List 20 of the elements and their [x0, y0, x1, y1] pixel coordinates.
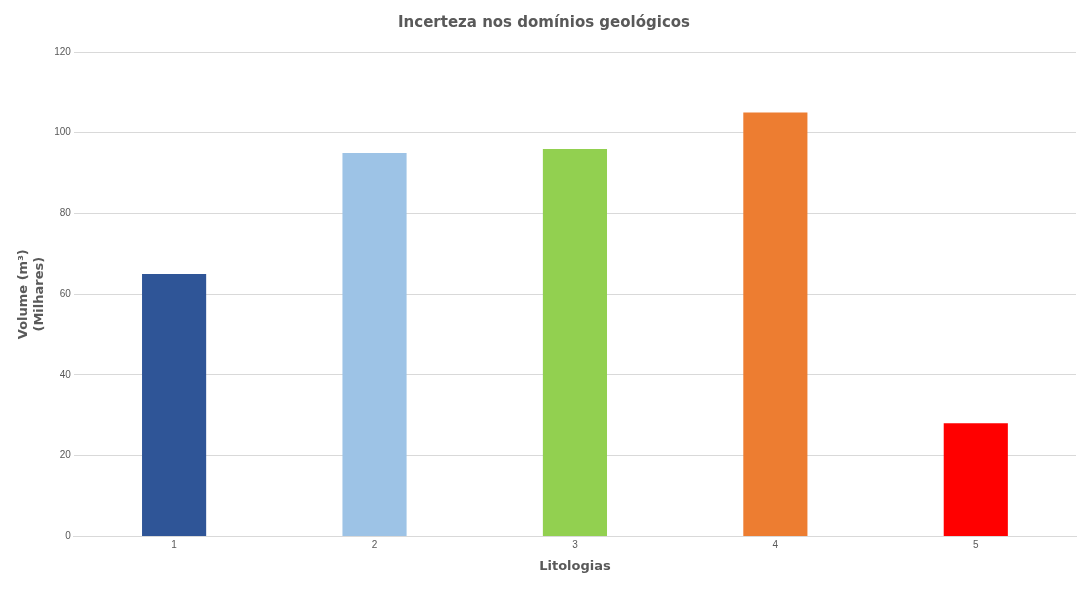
- y-axis-title: Volume (m³) (Milhares): [15, 249, 46, 340]
- bar: [142, 274, 207, 536]
- x-tick-label: 2: [371, 539, 378, 551]
- x-tick-label: 5: [973, 539, 980, 551]
- x-tick-label: 1: [171, 539, 178, 551]
- y-tick-label: 80: [59, 207, 72, 219]
- y-tick-label: 40: [59, 368, 72, 380]
- bar: [542, 148, 608, 536]
- y-tick-label: 100: [54, 126, 72, 138]
- x-axis-title: Litologias: [539, 557, 611, 573]
- y-tick-label: 20: [59, 449, 72, 461]
- chart-title: Incerteza nos domínios geológicos: [397, 12, 691, 31]
- bar: [342, 152, 407, 536]
- x-tick-label: 4: [772, 539, 779, 551]
- y-tick-label: 0: [65, 530, 72, 542]
- y-tick-label: 60: [59, 287, 72, 299]
- bar: [743, 112, 808, 536]
- bar: [943, 423, 1008, 536]
- y-tick-label: 120: [54, 45, 72, 57]
- x-tick-label: 3: [572, 539, 579, 551]
